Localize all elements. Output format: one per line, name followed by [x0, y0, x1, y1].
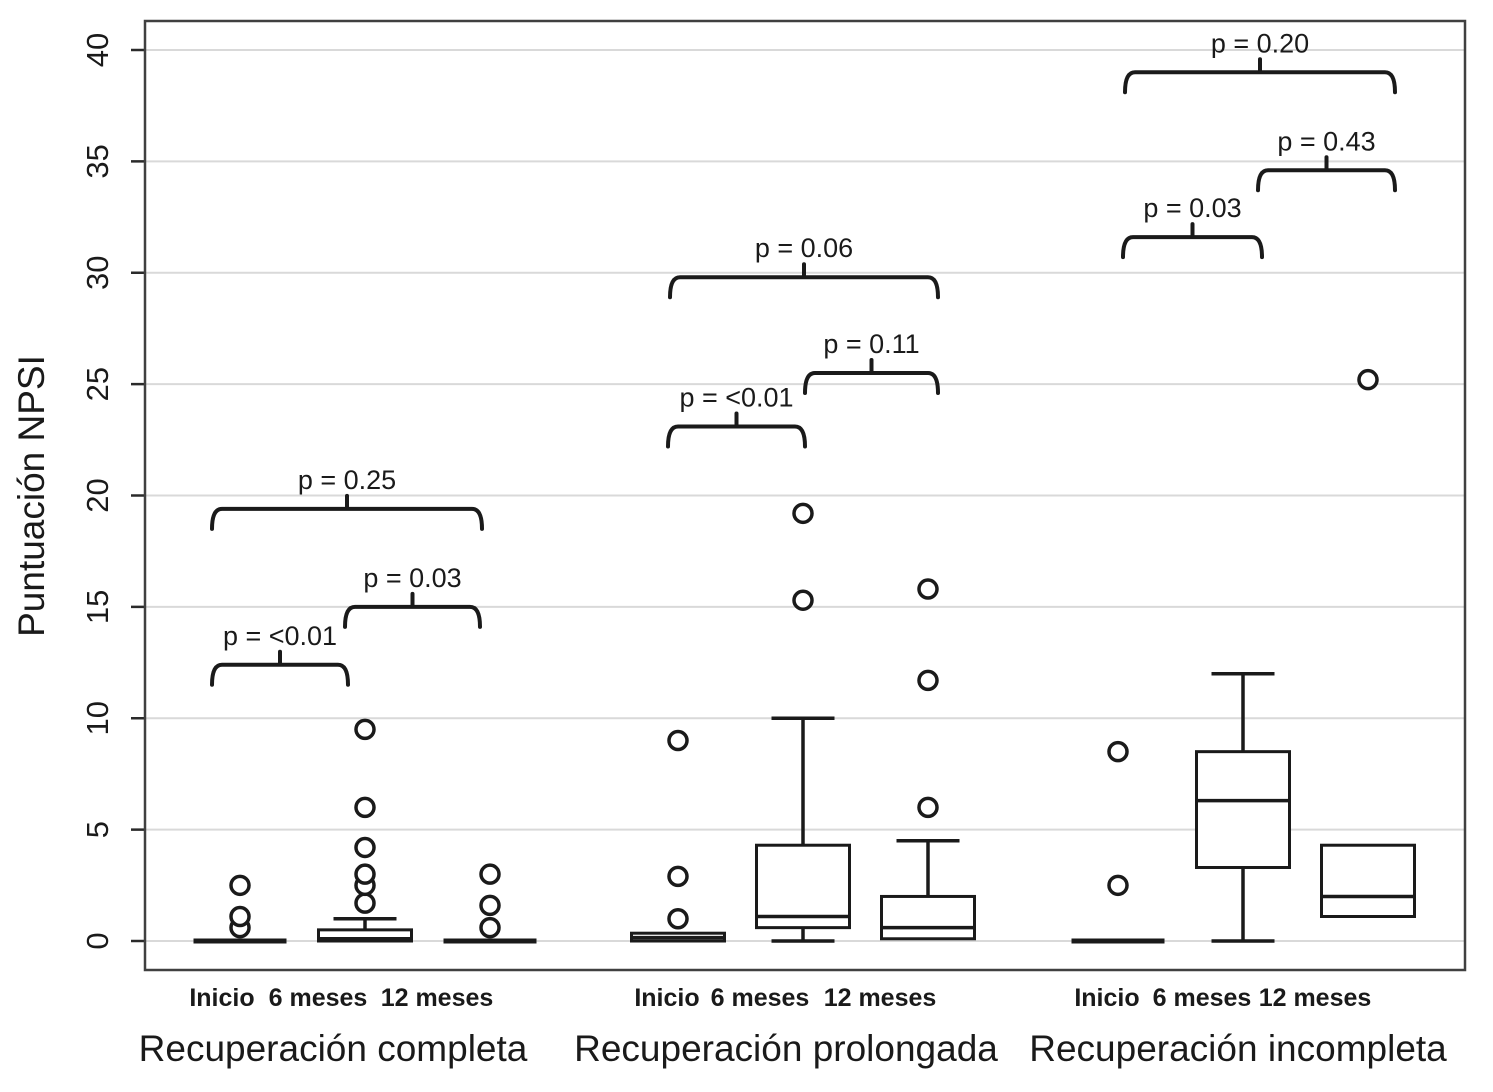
box	[1320, 843, 1416, 918]
y-tick-label: 35	[80, 144, 115, 178]
y-tick-label: 15	[80, 590, 115, 624]
y-axis-title: Puntuación NPSI	[11, 355, 52, 637]
y-tick-label: 40	[80, 33, 115, 67]
timepoint-label: 6 meses	[269, 984, 368, 1012]
p-value-label: p = <0.01	[223, 621, 337, 651]
group-label: Recuperación prolongada	[574, 1028, 998, 1069]
y-tick-label: 20	[80, 478, 115, 512]
timepoint-label: Inicio	[189, 984, 254, 1012]
outlier-point	[917, 578, 939, 600]
comparison-bracket	[1256, 155, 1397, 193]
outlier-point	[1107, 740, 1129, 763]
outlier-point	[229, 905, 251, 928]
outlier-point	[792, 502, 814, 525]
comparison-bracket	[343, 591, 482, 629]
outlier-point	[229, 874, 251, 897]
outlier-point	[667, 907, 689, 930]
outlier-point	[354, 836, 376, 859]
outlier-point	[1107, 874, 1129, 897]
outlier-point	[479, 863, 501, 885]
outlier-point	[667, 729, 689, 752]
comparison-bracket	[210, 649, 350, 687]
timepoint-label: 6 meses	[1153, 984, 1252, 1012]
timepoint-label: 12 meses	[1259, 984, 1372, 1012]
outlier-point	[917, 796, 939, 819]
timepoint-label: 12 meses	[381, 984, 494, 1012]
y-tick-label: 5	[80, 821, 115, 838]
p-value-label: p = 0.25	[298, 465, 396, 495]
box	[1195, 750, 1291, 869]
timepoint-label: Inicio	[1074, 984, 1139, 1012]
outlier-point	[354, 718, 376, 741]
comparison-bracket	[668, 262, 940, 300]
outlier-point	[1357, 368, 1379, 391]
group-label: Recuperación completa	[139, 1028, 528, 1069]
p-value-label: p = <0.01	[679, 382, 793, 412]
y-tick-label: 25	[80, 367, 115, 401]
outlier-point	[917, 669, 939, 692]
p-value-label: p = 0.03	[363, 563, 461, 593]
comparison-bracket	[803, 357, 940, 395]
chart-layers: 0 5 10 15 20 25 30 35 40 p = <0.01 p = 0.03 p = 0.2…	[80, 28, 1465, 1069]
outlier-point	[479, 916, 501, 939]
p-value-label: p = 0.20	[1211, 28, 1309, 58]
p-value-label: p = 0.06	[755, 233, 853, 263]
outlier-point	[667, 865, 689, 888]
y-tick-label: 10	[80, 701, 115, 735]
box	[317, 928, 413, 943]
y-tick-label: 0	[80, 932, 115, 949]
outlier-point	[479, 894, 501, 917]
outlier-point	[354, 863, 376, 885]
y-tick-label: 30	[80, 256, 115, 290]
comparison-bracket	[666, 411, 807, 449]
outlier-point	[354, 892, 376, 914]
box	[880, 894, 976, 941]
p-value-label: p = 0.43	[1277, 126, 1375, 156]
p-value-label: p = 0.11	[823, 329, 919, 359]
timepoint-label: 6 meses	[711, 984, 810, 1012]
box	[755, 843, 851, 930]
outlier-point	[354, 796, 376, 819]
p-value-label: p = 0.03	[1143, 193, 1241, 223]
outlier-point	[792, 589, 814, 611]
comparison-bracket	[210, 493, 484, 531]
plot-frame	[143, 19, 1467, 972]
comparison-bracket	[1123, 57, 1397, 95]
timepoint-label: Inicio	[634, 984, 699, 1012]
timepoint-label: 12 meses	[824, 984, 937, 1012]
comparison-bracket	[1121, 222, 1264, 260]
group-label: Recuperación incompleta	[1029, 1028, 1447, 1069]
